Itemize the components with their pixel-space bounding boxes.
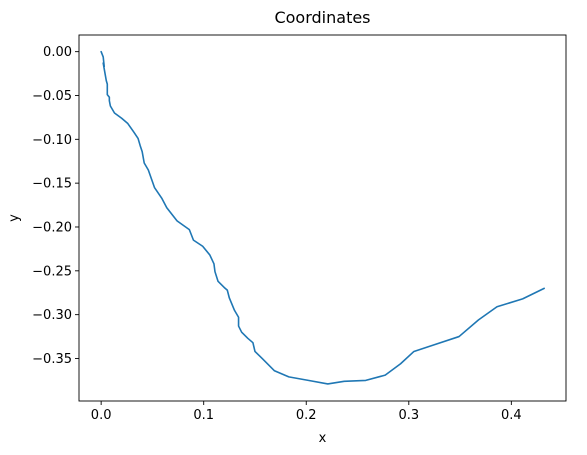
y-tick-label: −0.15 [32,177,72,192]
y-tick-label: 0.00 [43,45,72,60]
y-tick-label: −0.30 [32,308,72,323]
x-tick-label: 0.0 [91,408,112,423]
x-tick-label: 0.4 [501,408,522,423]
x-tick-label: 0.1 [193,408,214,423]
y-tick-label: −0.25 [32,264,72,279]
axes: 0.0 0.1 0.2 0.3 0.4 0.00 −0.05 −0.10 −0.15 −0.20 −… [32,34,567,423]
y-tick-label: −0.10 [32,133,72,148]
y-tick-label: −0.05 [32,89,72,104]
axes-frame [78,34,567,402]
y-axis-label: y [7,214,22,222]
y-tick-label: −0.20 [32,220,72,235]
x-tick-label: 0.2 [296,408,317,423]
x-tick-label: 0.3 [398,408,419,423]
plot-area [100,50,545,385]
chart-title: Coordinates [274,8,370,27]
x-axis-label: x [319,431,327,446]
series-line-1 [100,50,545,385]
y-tick-label: −0.35 [32,352,72,367]
